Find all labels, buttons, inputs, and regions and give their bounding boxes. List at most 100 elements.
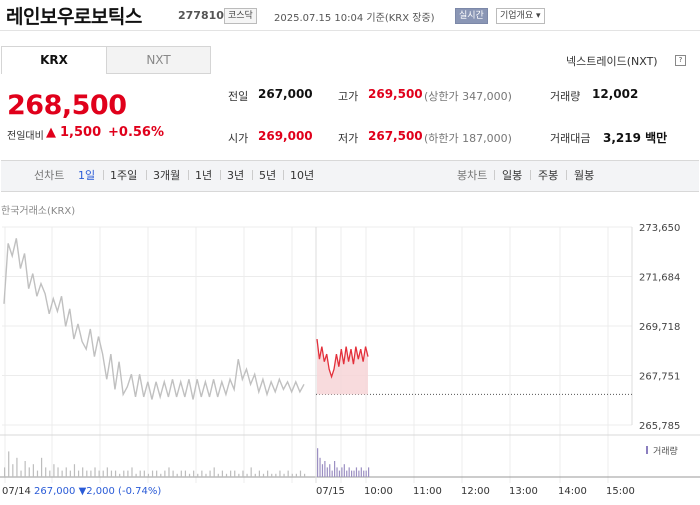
volume-bar xyxy=(73,464,76,477)
low-label: 저가 xyxy=(338,132,359,145)
volume-bar xyxy=(348,467,350,477)
prev-day-info: 07/14 267,000 ▼2,000 (-0.74%) xyxy=(2,486,161,497)
volume-bar xyxy=(201,470,203,477)
volume-bar xyxy=(139,470,141,477)
x-tick-14: 14:00 xyxy=(558,486,587,497)
volume-bar xyxy=(279,470,281,477)
period-3y[interactable]: 3년 xyxy=(227,169,245,182)
divider xyxy=(566,170,567,180)
x-tick-11: 11:00 xyxy=(413,486,442,497)
volume-bar xyxy=(65,467,67,477)
volume-bar xyxy=(12,464,14,477)
period-monthly-candle[interactable]: 월봉 xyxy=(574,169,595,182)
volume-bar xyxy=(28,467,30,477)
volume-bar xyxy=(234,470,236,477)
period-1d[interactable]: 1일 xyxy=(78,169,96,182)
volume-bar xyxy=(127,470,129,477)
volume-legend-marker xyxy=(646,446,648,454)
realtime-button[interactable]: 실시간 xyxy=(455,8,488,24)
company-info-dropdown[interactable]: 기업개요 ▾ xyxy=(496,8,545,24)
volume-bar xyxy=(341,467,343,477)
volume-bar xyxy=(90,470,92,477)
volume-bar xyxy=(4,467,6,477)
period-1y[interactable]: 1년 xyxy=(195,169,213,182)
volume-bar xyxy=(271,473,273,477)
volume-bar xyxy=(24,461,26,477)
volume-bar xyxy=(343,464,345,477)
volume-bar xyxy=(94,467,96,477)
period-10y[interactable]: 10년 xyxy=(290,169,315,182)
volume-bar xyxy=(119,473,121,477)
y-tick-label: 273,650 xyxy=(639,223,680,234)
volume-bar xyxy=(329,464,331,477)
lower-limit: (하한가 187,000) xyxy=(424,132,512,145)
volume-bar xyxy=(32,464,34,477)
prev-close-label: 전일 xyxy=(228,90,249,103)
volume-bar xyxy=(299,470,302,477)
chart-grid xyxy=(0,226,700,483)
period-1w[interactable]: 1주일 xyxy=(110,169,138,182)
volume-bar xyxy=(242,470,244,477)
volume-bar xyxy=(168,467,170,477)
volume-bar xyxy=(164,470,166,477)
y-axis-labels: 273,650 271,684 269,718 267,751 265,785 xyxy=(639,223,680,432)
volume-bar xyxy=(102,470,104,477)
volume-bar xyxy=(143,470,145,477)
x-tick-15: 15:00 xyxy=(606,486,635,497)
volume-bar xyxy=(295,473,297,477)
volume-bar xyxy=(225,473,228,477)
volume-bar xyxy=(283,473,285,477)
volume-bar xyxy=(250,467,252,477)
y-tick-label: 267,751 xyxy=(639,372,680,383)
volume-bar xyxy=(326,467,328,477)
volume-bar xyxy=(176,473,178,477)
period-daily-candle[interactable]: 일봉 xyxy=(502,169,523,182)
current-price: 268,500 xyxy=(7,90,127,121)
price-chart[interactable]: 273,650 271,684 269,718 267,751 265,785 xyxy=(0,215,700,483)
timestamp: 2025.07.15 10:04 기준(KRX 장중) xyxy=(274,13,435,24)
volume-bar xyxy=(147,473,150,477)
volume-bar xyxy=(180,470,182,477)
nexttrade-link[interactable]: 넥스트레이드(NXT) xyxy=(566,55,658,68)
volume-bar xyxy=(98,470,100,477)
volume-bar xyxy=(331,470,333,477)
up-arrow-icon: ▲ xyxy=(46,125,56,140)
volume-bar xyxy=(334,461,336,477)
prev-close-value: 267,000 xyxy=(258,87,313,101)
volume-label: 거래량 xyxy=(550,90,581,103)
market-badge: 코스닥 xyxy=(224,8,257,24)
volume-bar xyxy=(213,467,215,477)
volume-bar xyxy=(49,470,51,477)
period-5y[interactable]: 5년 xyxy=(259,169,277,182)
volume-bar xyxy=(20,470,22,477)
high-label: 고가 xyxy=(338,90,359,103)
change-percent: +0.56% xyxy=(108,125,164,140)
upper-limit: (상한가 347,000) xyxy=(424,90,512,103)
help-icon[interactable]: ? xyxy=(675,55,686,66)
period-3m[interactable]: 3개월 xyxy=(153,169,181,182)
period-weekly-candle[interactable]: 주봉 xyxy=(538,169,559,182)
volume-bar xyxy=(106,467,108,477)
volume-bar xyxy=(358,470,360,477)
volume-bar xyxy=(16,457,18,477)
volume-bar xyxy=(86,470,88,477)
amount-label: 거래대금 xyxy=(550,132,591,145)
volume-bar xyxy=(365,470,367,477)
volume-bar xyxy=(197,473,199,477)
prev-date: 07/14 xyxy=(2,486,31,497)
tab-nxt[interactable]: NXT xyxy=(106,46,211,74)
volume-bar xyxy=(336,467,338,477)
volume-bar xyxy=(36,470,39,477)
volume-bar xyxy=(221,470,224,477)
volume-bar xyxy=(287,470,289,477)
x-tick-12: 12:00 xyxy=(461,486,490,497)
volume-bar xyxy=(351,470,353,477)
tab-krx[interactable]: KRX xyxy=(1,46,107,74)
volume-bar xyxy=(110,470,113,477)
exchange-label: 한국거래소(KRX) xyxy=(1,206,76,217)
volume-bar xyxy=(238,473,240,477)
chart-areas xyxy=(317,339,368,395)
divider xyxy=(188,170,189,180)
today-area xyxy=(317,339,368,395)
volume-bar xyxy=(368,467,370,477)
